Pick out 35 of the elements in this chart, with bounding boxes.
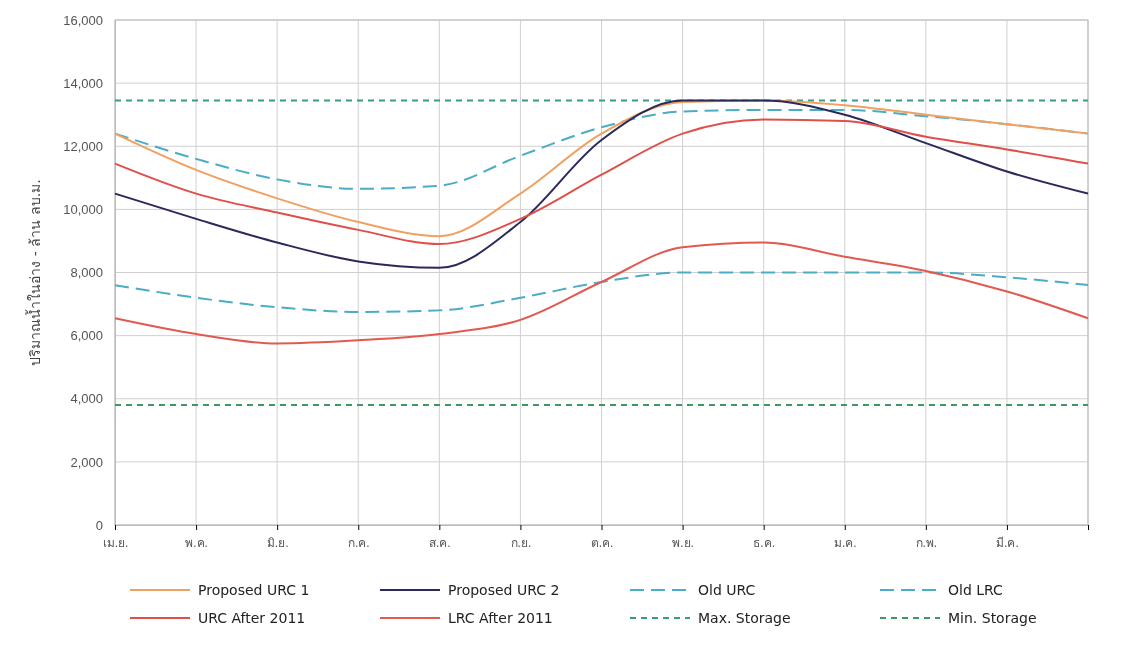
x-tick-label: มี.ค. — [996, 535, 1019, 550]
x-tick-label: ก.ย. — [510, 535, 532, 550]
y-axis-title: ปริมาณน้ำในอ่าง - ล้าน ลบ.ม. — [25, 179, 43, 366]
legend-label: Proposed URC 2 — [448, 582, 560, 598]
x-tick-label: ต.ค. — [590, 535, 614, 550]
line-series — [114, 99, 1089, 269]
x-tick-label: ก.ค. — [347, 535, 370, 550]
y-tick-label: 4,000 — [70, 391, 103, 407]
legend-label: URC After 2011 — [198, 610, 306, 626]
line-series — [114, 99, 1089, 238]
legend-label: Proposed URC 1 — [198, 582, 310, 598]
legend-label: LRC After 2011 — [448, 610, 553, 626]
line-series — [114, 241, 1089, 345]
x-tick-label: ส.ค. — [429, 535, 451, 550]
y-tick-label: 8,000 — [70, 265, 103, 281]
x-tick-label: พ.ค. — [185, 535, 208, 550]
line-series — [114, 118, 1089, 246]
x-tick-label: ม.ค. — [833, 535, 857, 550]
y-tick-label: 12,000 — [63, 138, 103, 154]
y-tick-label: 0 — [95, 517, 103, 533]
legend-label: Old URC — [698, 582, 756, 598]
y-tick-label: 10,000 — [63, 202, 103, 218]
legend-label: Old LRC — [948, 582, 1004, 598]
y-tick-label: 14,000 — [63, 75, 103, 91]
legend-label: Min. Storage — [948, 610, 1037, 626]
x-tick-label: มิ.ย. — [266, 535, 289, 550]
line-series — [114, 271, 1089, 313]
x-tick-label: พ.ย. — [672, 535, 694, 550]
x-tick-label: ธ.ค. — [753, 535, 775, 550]
y-tick-label: 16,000 — [63, 12, 103, 28]
y-tick-label: 6,000 — [70, 328, 103, 344]
x-tick-label: เม.ย. — [102, 535, 129, 550]
legend-label: Max. Storage — [698, 610, 791, 626]
y-tick-label: 2,000 — [70, 454, 103, 470]
x-tick-label: ก.พ. — [915, 535, 938, 550]
